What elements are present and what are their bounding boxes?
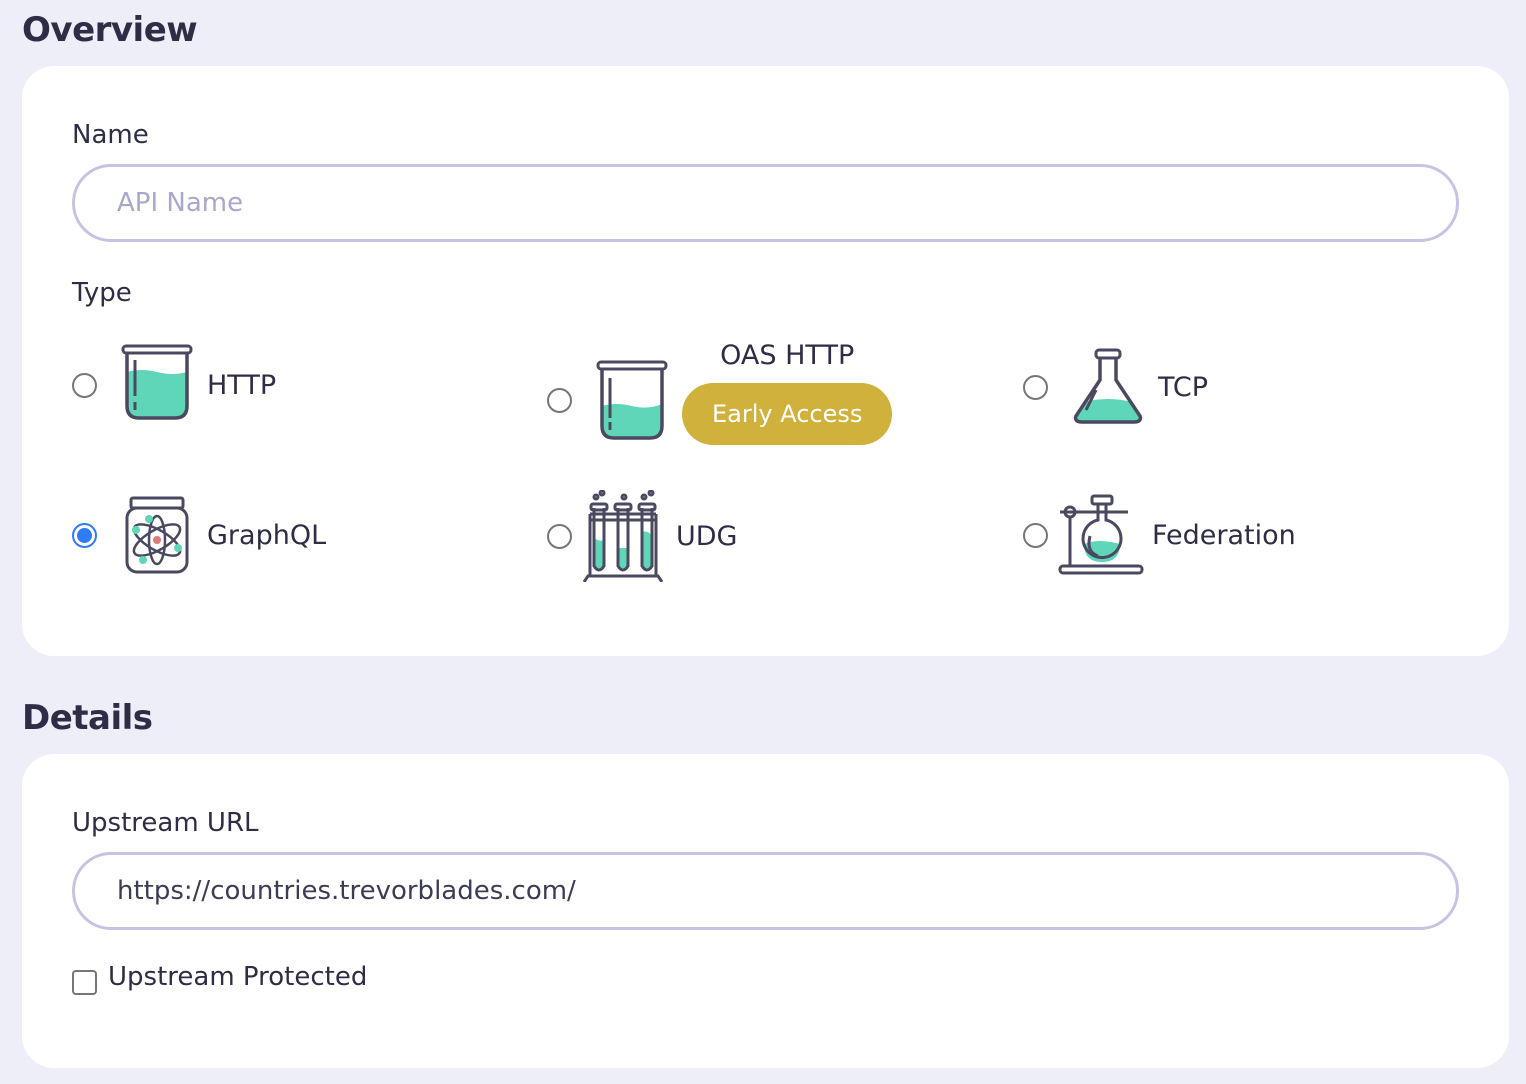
type-label-graphql: GraphQL bbox=[207, 519, 327, 551]
details-heading: Details bbox=[22, 698, 153, 738]
radio-oas-http[interactable] bbox=[547, 388, 572, 413]
upstream-url-input[interactable] bbox=[72, 852, 1459, 930]
overview-card: Name Type HTTP OAS HTTP Early Access TCP… bbox=[22, 66, 1509, 656]
flask-icon bbox=[1073, 348, 1143, 424]
type-option-udg[interactable]: UDG bbox=[547, 490, 737, 582]
type-option-tcp[interactable]: TCP bbox=[1023, 346, 1208, 428]
upstream-protected-label[interactable]: Upstream Protected bbox=[108, 962, 368, 992]
type-label-udg: UDG bbox=[676, 520, 738, 552]
type-label-http: HTTP bbox=[207, 369, 277, 401]
type-label-oas-http: OAS HTTP bbox=[720, 340, 855, 371]
test-tubes-icon bbox=[582, 490, 664, 582]
radio-federation[interactable] bbox=[1023, 522, 1048, 548]
radio-http[interactable] bbox=[72, 372, 97, 398]
details-card: Upstream URL Upstream Protected bbox=[22, 754, 1509, 1068]
radio-udg[interactable] bbox=[547, 523, 572, 549]
api-name-input[interactable] bbox=[72, 164, 1459, 242]
upstream-url-label: Upstream URL bbox=[72, 808, 259, 838]
radio-tcp[interactable] bbox=[1023, 374, 1048, 400]
radio-graphql[interactable] bbox=[72, 522, 97, 548]
name-label: Name bbox=[72, 120, 149, 150]
early-access-badge: Early Access bbox=[682, 383, 893, 445]
type-label: Type bbox=[72, 278, 132, 308]
beaker-icon bbox=[121, 344, 193, 420]
type-option-oas-http[interactable]: OAS HTTP Early Access bbox=[547, 340, 893, 453]
type-option-http[interactable]: HTTP bbox=[72, 344, 276, 426]
type-label-tcp: TCP bbox=[1158, 371, 1209, 403]
upstream-protected-checkbox[interactable] bbox=[72, 970, 97, 995]
type-label-federation: Federation bbox=[1152, 519, 1296, 551]
overview-heading: Overview bbox=[22, 10, 198, 50]
beaker-icon bbox=[596, 360, 668, 440]
type-option-graphql[interactable]: GraphQL bbox=[72, 494, 326, 576]
type-option-federation[interactable]: Federation bbox=[1023, 494, 1296, 576]
atom-jar-icon bbox=[125, 496, 189, 574]
round-flask-stand-icon bbox=[1058, 494, 1144, 575]
